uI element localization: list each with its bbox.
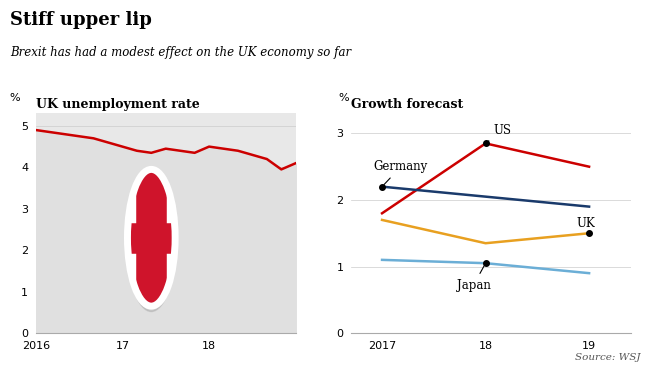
Text: Brexit has had a modest effect on the UK economy so far: Brexit has had a modest effect on the UK… [10, 46, 351, 59]
Circle shape [127, 169, 175, 306]
Circle shape [127, 169, 175, 306]
Text: Stiff upper lip: Stiff upper lip [10, 11, 151, 29]
Text: US: US [488, 124, 512, 142]
Text: Source: WSJ: Source: WSJ [575, 353, 640, 362]
Text: Japan: Japan [456, 266, 491, 292]
Text: UK: UK [577, 217, 595, 233]
Circle shape [127, 171, 176, 311]
Text: Growth forecast: Growth forecast [351, 98, 463, 111]
Text: %: % [10, 93, 20, 103]
Text: %: % [339, 93, 349, 104]
Text: Germany: Germany [374, 160, 428, 184]
Text: UK unemployment rate: UK unemployment rate [36, 98, 200, 111]
